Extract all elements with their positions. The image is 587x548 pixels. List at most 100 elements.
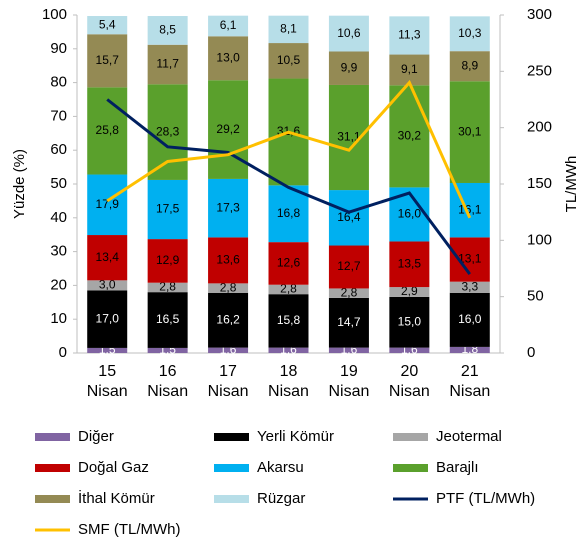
bar-segment	[389, 85, 430, 188]
bar-segment	[208, 237, 249, 284]
bar-segment	[389, 287, 430, 297]
data-label: 12,9	[156, 253, 180, 267]
y2-tick-label: 100	[527, 231, 552, 248]
x-tick-label: 21 Nisan	[449, 363, 491, 400]
bar-segment	[147, 16, 188, 45]
bar-segment	[389, 347, 430, 353]
bar-segment	[208, 80, 249, 179]
data-label: 9,1	[401, 62, 418, 76]
y2-tick-label: 250	[527, 62, 552, 79]
data-label: 12,6	[277, 256, 301, 270]
legend-marker	[35, 495, 70, 503]
bar-segment	[449, 81, 490, 183]
legend-label: Diğer	[78, 428, 114, 445]
data-label: 16,8	[277, 206, 301, 220]
data-label: 8,9	[461, 58, 478, 72]
data-label: 15,0	[398, 314, 422, 328]
bar-segment	[147, 292, 188, 348]
data-label: 16,5	[156, 312, 180, 326]
legend-label: Barajlı	[436, 459, 479, 476]
data-label: 29,2	[216, 122, 240, 136]
x-tick-label: 18 Nisan	[268, 363, 309, 400]
data-label: 10,6	[337, 26, 361, 40]
y-tick-label: 40	[50, 209, 67, 226]
bar-segment	[449, 16, 490, 52]
data-label: 16,4	[337, 210, 361, 224]
data-label: 17,9	[96, 197, 120, 211]
data-label: 11,3	[398, 28, 421, 42]
bar-segment	[268, 15, 309, 44]
data-label: 31,1	[337, 130, 361, 144]
line-series	[106, 79, 472, 219]
bar-segment	[268, 347, 309, 353]
y-tick-label: 80	[50, 74, 67, 91]
legend-label: Yerli Kömür	[257, 428, 334, 445]
data-label: 13,0	[216, 50, 240, 64]
data-label: 6,1	[220, 18, 237, 32]
bar-segment	[449, 182, 490, 238]
bar-segment	[208, 36, 249, 81]
bar-segment	[449, 346, 490, 353]
x-tick-label: 15 Nisan	[86, 363, 128, 400]
data-label: 3,3	[461, 279, 478, 293]
bar-segment	[87, 280, 128, 291]
bar-segment	[389, 296, 430, 348]
y-tick-label: 0	[59, 344, 67, 361]
bar-segment	[449, 292, 490, 347]
legend-label: PTF (TL/MWh)	[436, 490, 535, 507]
bar-segment	[87, 174, 128, 236]
data-label: 10,5	[277, 53, 301, 67]
y2-tick-label: 300	[527, 6, 552, 23]
data-label: 16,0	[458, 312, 482, 326]
y-tick-label: 90	[50, 40, 67, 57]
bar-segment	[87, 16, 128, 35]
legend-label: SMF (TL/MWh)	[78, 521, 181, 538]
bar-segment	[449, 237, 490, 282]
data-label: 10,3	[458, 26, 482, 40]
bar-segment	[328, 297, 369, 348]
bar-segment	[87, 235, 128, 281]
bar-segment	[328, 347, 369, 353]
data-label: 28,3	[156, 124, 180, 138]
legend-marker	[393, 464, 428, 472]
y-tick-label: 70	[50, 107, 67, 124]
y2-tick-label: 150	[527, 175, 552, 192]
bar-segment	[449, 281, 490, 293]
bar-segment	[208, 283, 249, 293]
bar-segment	[147, 84, 188, 180]
legend-marker	[214, 464, 249, 472]
bar-segment	[147, 44, 188, 85]
bar-segment	[87, 347, 128, 353]
line-series	[106, 98, 471, 276]
bar-segment	[449, 51, 490, 82]
legend-marker	[214, 433, 249, 441]
bar-segment	[328, 288, 369, 298]
legend-label: İthal Kömür	[78, 489, 155, 507]
legend-label: Akarsu	[257, 459, 304, 476]
data-label: 2,8	[159, 280, 176, 294]
data-label: 16,1	[458, 202, 482, 216]
bar-segment	[87, 290, 128, 348]
y-tick-label: 30	[50, 243, 67, 260]
data-label: 12,7	[337, 259, 361, 273]
data-label: 11,7	[156, 57, 179, 71]
legend-marker	[214, 495, 249, 503]
x-tick-label: 16 Nisan	[147, 363, 189, 400]
data-label: 30,1	[458, 124, 482, 138]
bar-segment	[208, 178, 249, 238]
legend-marker	[35, 464, 70, 472]
data-label: 25,8	[96, 123, 120, 137]
y2-tick-label: 200	[527, 119, 552, 136]
legend-marker	[393, 433, 428, 441]
y2-tick-label: 50	[527, 288, 544, 305]
bar-segment	[87, 34, 128, 88]
legend-label: Rüzgar	[257, 490, 305, 507]
data-label: 2,8	[280, 282, 297, 296]
bar-segment	[268, 284, 309, 295]
data-label: 13,1	[458, 252, 482, 266]
bar-segment	[328, 245, 369, 289]
data-label: 2,9	[401, 284, 418, 298]
y-tick-label: 10	[50, 310, 67, 327]
bar-segment	[389, 241, 430, 288]
